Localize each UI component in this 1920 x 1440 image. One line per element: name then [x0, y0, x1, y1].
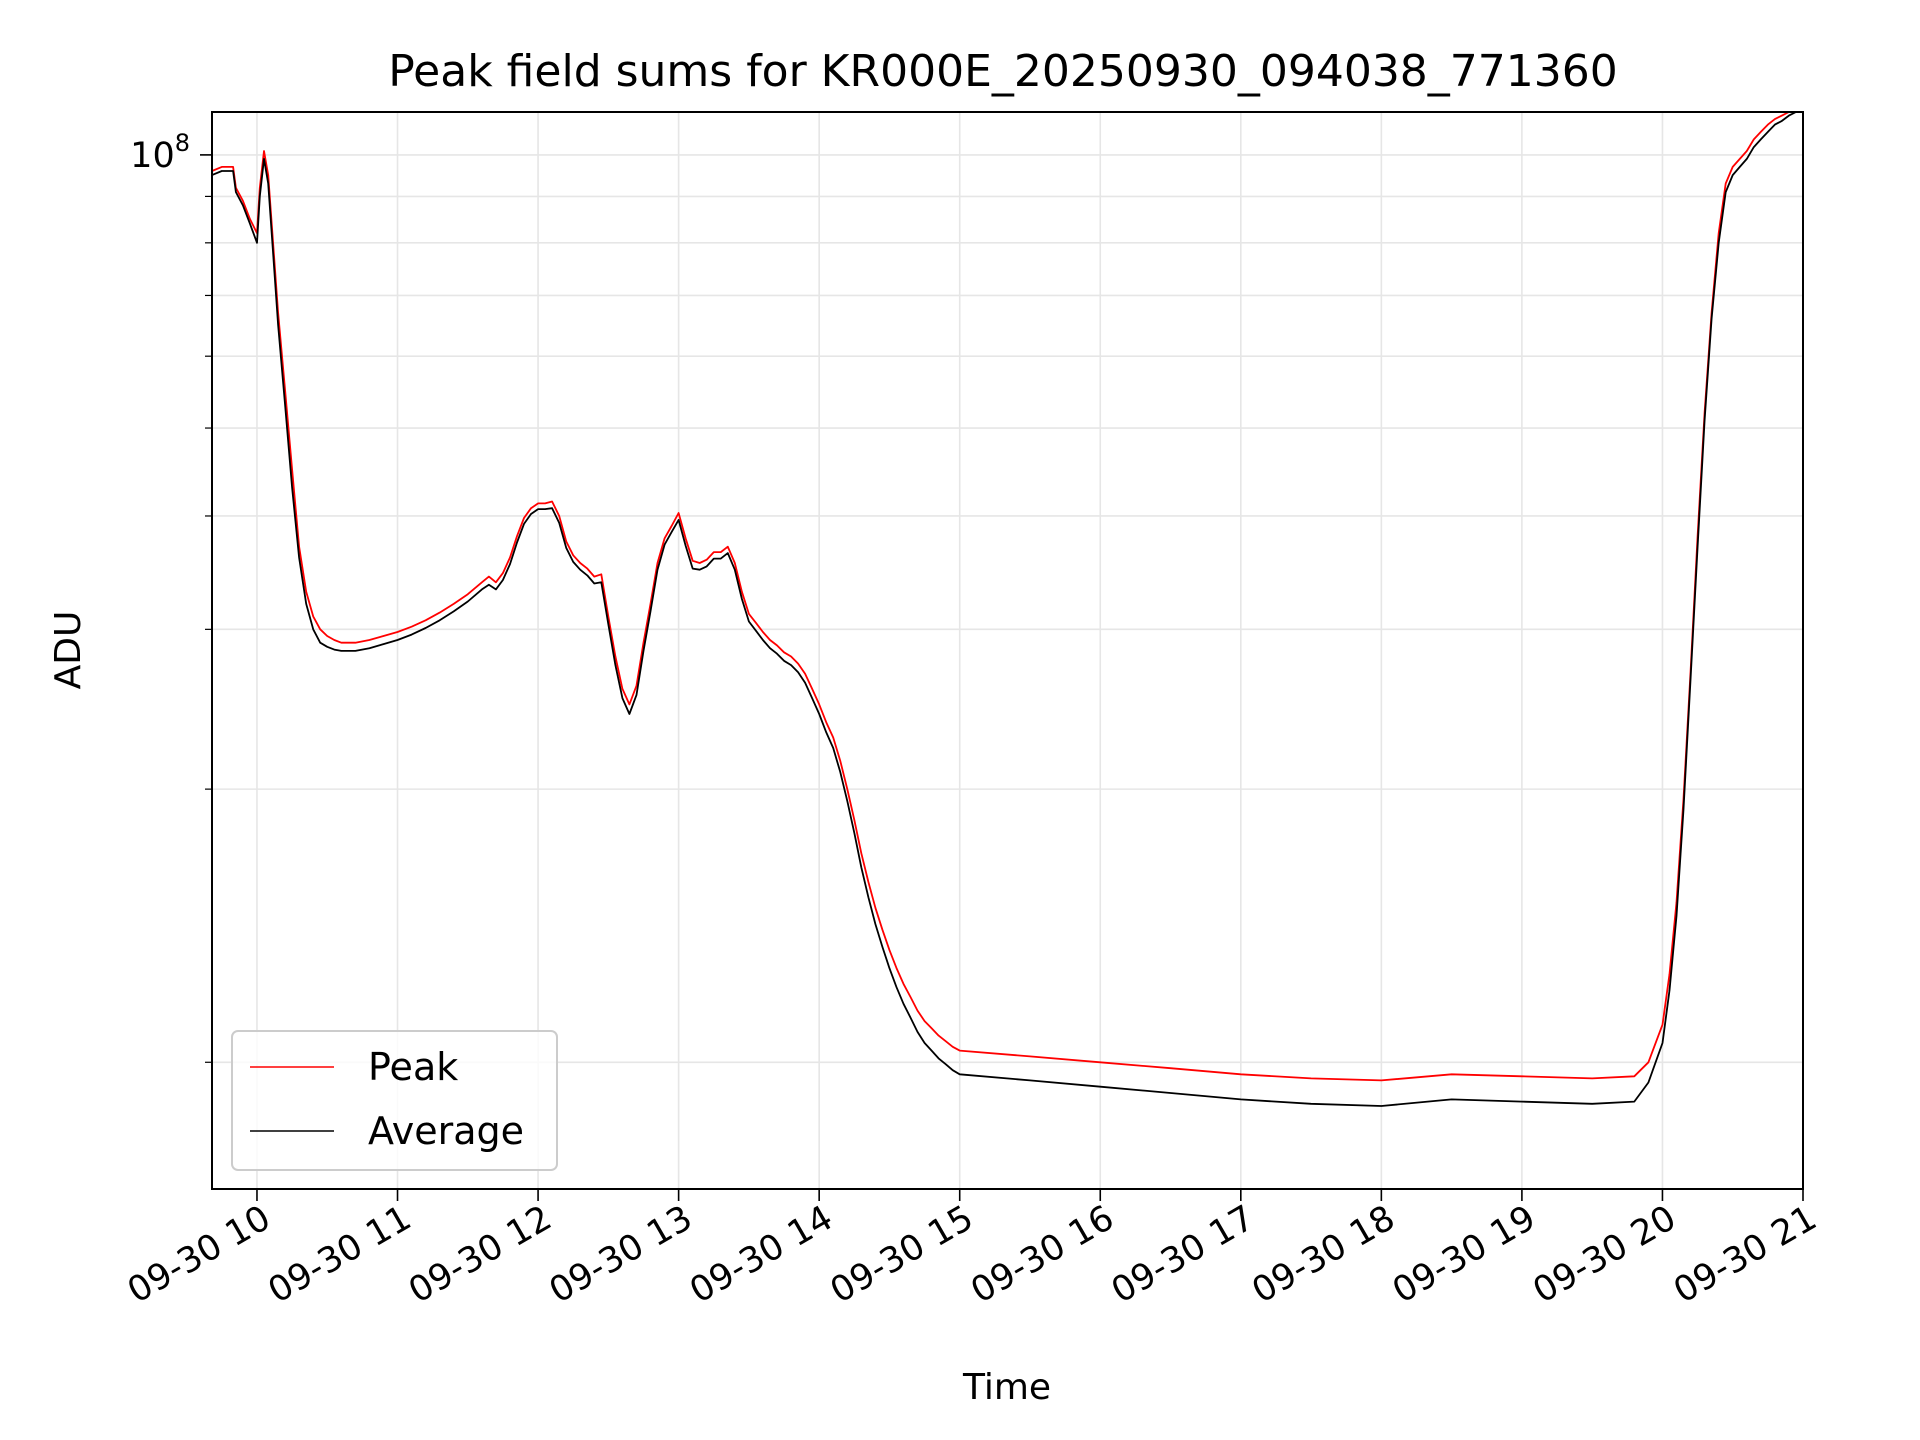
- x-tick-label: 09-30 17: [1105, 1198, 1261, 1311]
- x-tick-label: 09-30 19: [1386, 1198, 1542, 1311]
- x-tick-label: 09-30 16: [964, 1198, 1120, 1311]
- grid-lines: [212, 112, 1804, 1189]
- y-tick-label: 108: [130, 129, 190, 176]
- x-tick-label: 09-30 13: [543, 1198, 699, 1311]
- series-line-average: [211, 111, 1803, 1107]
- chart-title: Peak field sums for KR000E_20250930_0940…: [388, 46, 1618, 97]
- plot-series: [211, 111, 1803, 1107]
- x-tick-label: 09-30 18: [1246, 1198, 1402, 1311]
- x-tick-label: 09-30 14: [683, 1198, 839, 1311]
- legend-box: [231, 1030, 558, 1171]
- legend-label-peak: Peak: [368, 1045, 458, 1089]
- legend-label-average: Average: [368, 1109, 524, 1153]
- series-line-peak: [211, 111, 1803, 1082]
- plot-frame: [211, 111, 1804, 1190]
- x-axis-label: Time: [962, 1367, 1051, 1408]
- y-tick-exponent: 8: [175, 129, 190, 157]
- y-tick-base: 10: [130, 136, 175, 176]
- x-tick-label: 09-30 12: [402, 1198, 558, 1311]
- x-tick-label: 09-30 10: [121, 1198, 277, 1311]
- x-tick-label: 09-30 21: [1667, 1198, 1823, 1311]
- x-tick-label: 09-30 20: [1527, 1198, 1683, 1311]
- x-tick-label: 09-30 15: [824, 1198, 980, 1311]
- x-tick-label: 09-30 11: [262, 1198, 418, 1311]
- y-axis-label: ADU: [48, 611, 89, 690]
- legend: Peak Average: [231, 1030, 558, 1171]
